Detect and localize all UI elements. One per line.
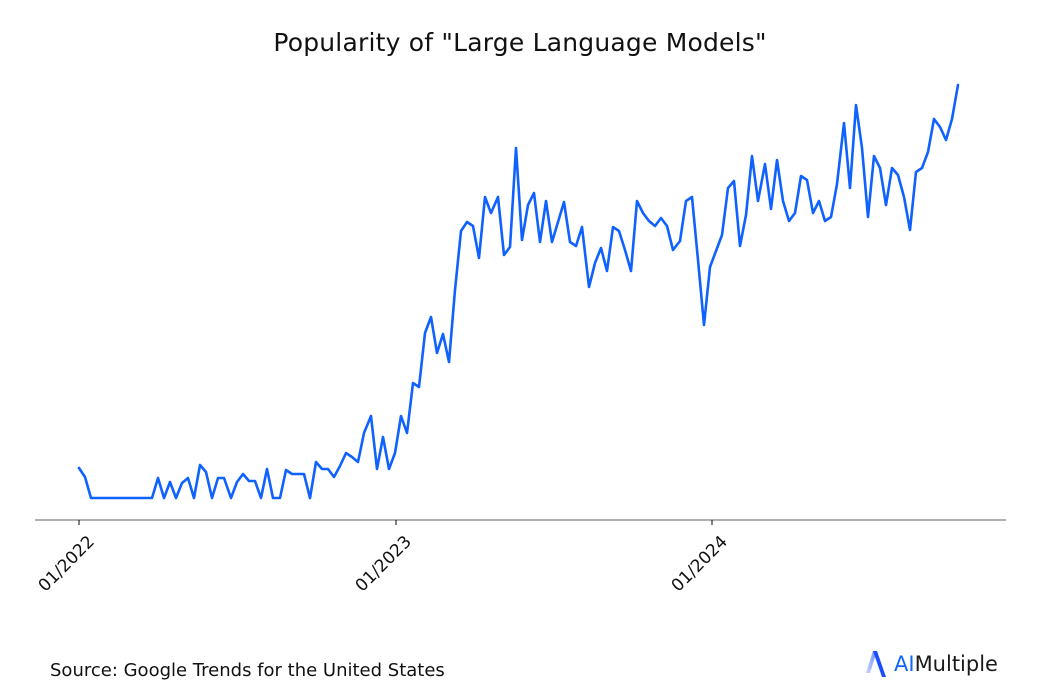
x-axis-ticks <box>78 520 713 525</box>
aimultiple-logo: AIMultiple <box>864 649 998 679</box>
aimultiple-logo-text: AIMultiple <box>894 652 998 676</box>
source-caption: Source: Google Trends for the United Sta… <box>50 660 445 681</box>
trend-line-series <box>77 83 960 500</box>
aimultiple-logo-icon <box>866 651 886 677</box>
chart-title: Popularity of "Large Language Models" <box>273 28 767 57</box>
